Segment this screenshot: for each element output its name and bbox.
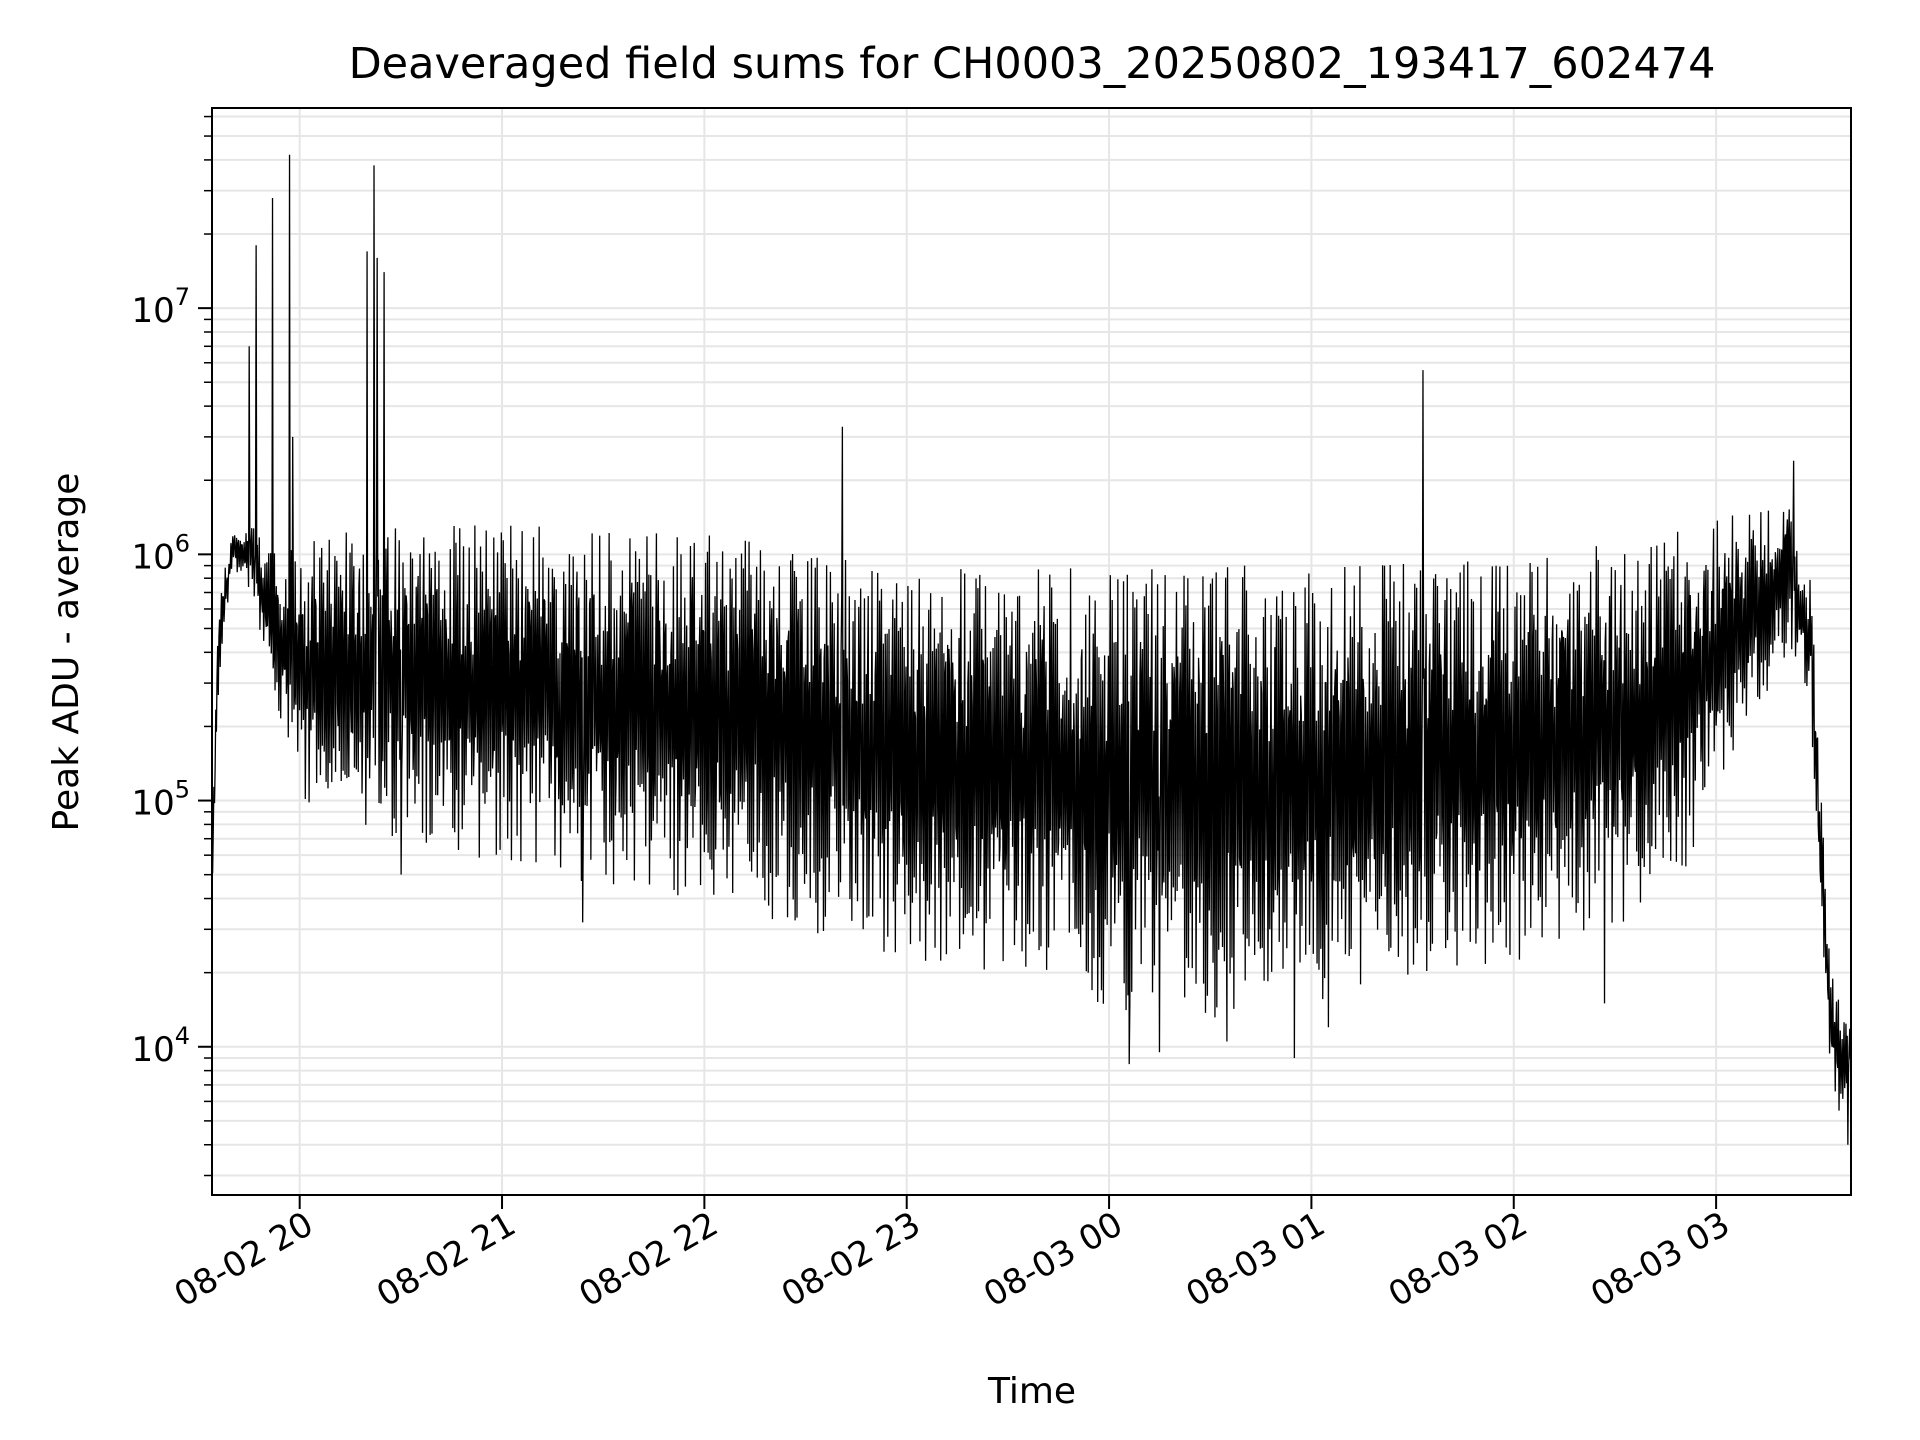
plot-frame xyxy=(211,107,1852,1196)
x-axis-title: Time xyxy=(987,1371,1076,1412)
series-line xyxy=(212,154,1851,1145)
y-axis-title: Peak ADU - average xyxy=(46,473,87,832)
y-tick-label: 104 xyxy=(131,1022,190,1070)
y-tick-label: 107 xyxy=(131,283,190,331)
chart-title: Deaveraged field sums for CH0003_2025080… xyxy=(349,39,1716,89)
y-axis-minor-ticks xyxy=(204,115,212,1177)
y-axis-ticks: 104 105 106 107 xyxy=(131,283,212,1070)
y-tick-label: 106 xyxy=(131,529,190,577)
y-tick-label: 105 xyxy=(131,776,190,824)
